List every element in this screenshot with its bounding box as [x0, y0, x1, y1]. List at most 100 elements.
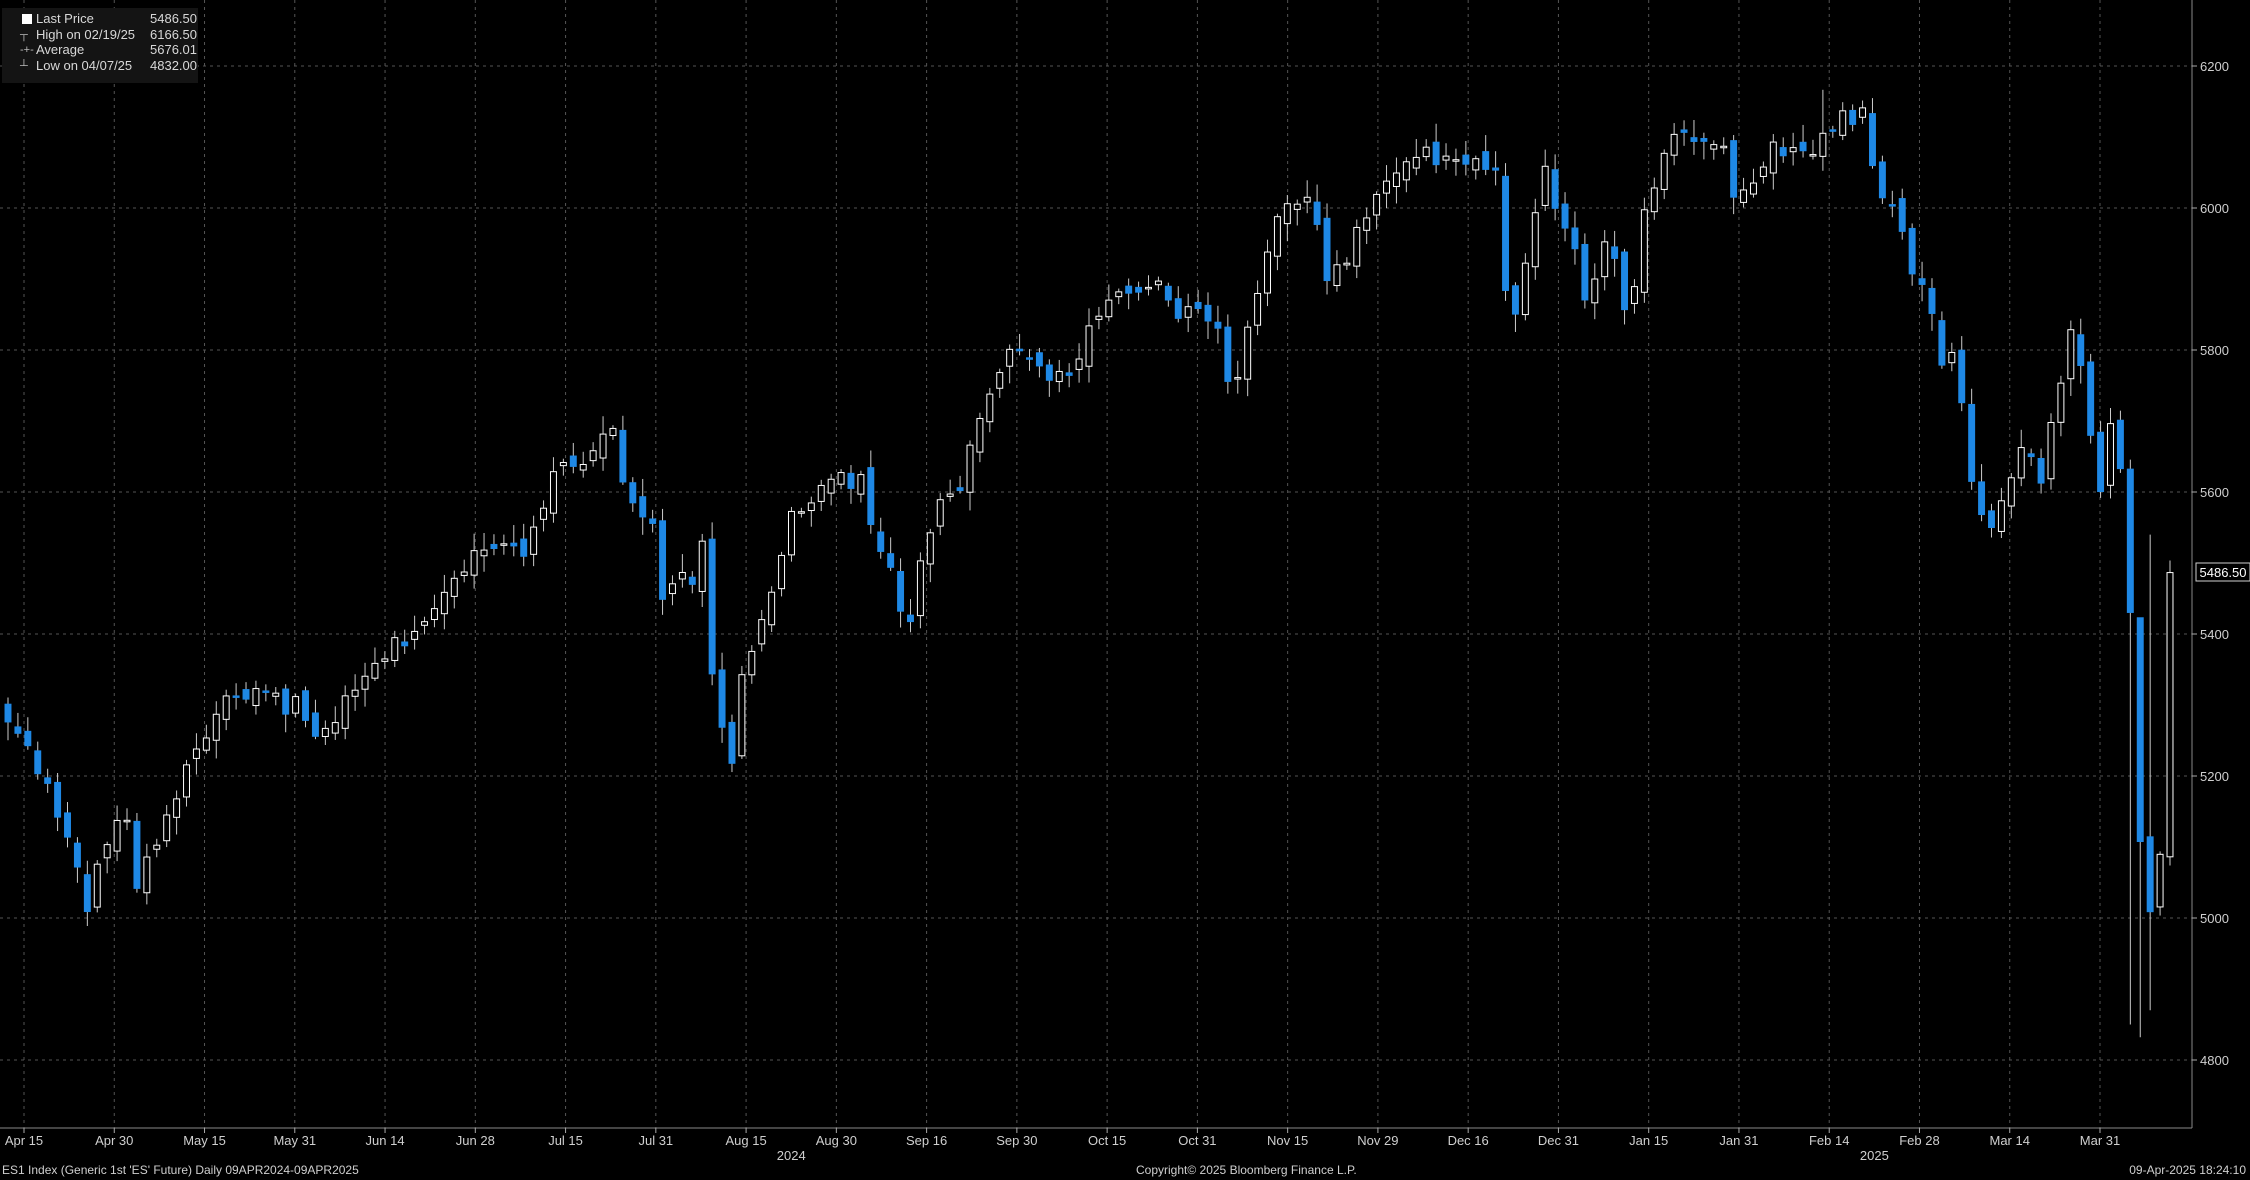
candle-body — [540, 507, 548, 520]
candle-body — [877, 531, 885, 552]
y-tick-label: 6200 — [2200, 59, 2229, 74]
candle-body — [748, 650, 756, 676]
candle — [2077, 318, 2085, 384]
candle — [748, 645, 756, 684]
candle-body — [1363, 217, 1371, 231]
candle-body — [1591, 278, 1599, 304]
candle — [1740, 177, 1748, 208]
candle — [1888, 190, 1896, 218]
candle-body — [1918, 278, 1926, 285]
candle — [401, 629, 409, 655]
candle-body — [659, 520, 667, 600]
candle — [1660, 149, 1668, 200]
candle — [192, 733, 200, 775]
candle — [1571, 211, 1579, 265]
candle-body — [2116, 419, 2124, 470]
candle — [222, 689, 230, 731]
candle — [540, 500, 548, 532]
candle-body — [1740, 189, 1748, 203]
candle — [2007, 473, 2015, 519]
candle — [936, 493, 944, 536]
last-price-tag-text: 5486.50 — [2200, 565, 2247, 580]
candle — [1958, 336, 1966, 412]
candle — [1898, 188, 1906, 240]
candle — [907, 599, 914, 633]
candle-body — [192, 748, 200, 759]
candle — [1154, 276, 1162, 291]
candle — [589, 442, 597, 467]
candle-body — [1928, 287, 1936, 314]
candle-body — [1749, 182, 1757, 195]
x-tick-label: Jan 31 — [1719, 1133, 1758, 1148]
candle-body — [401, 641, 409, 647]
candle — [847, 465, 855, 504]
candle — [1988, 503, 1995, 538]
candle — [1908, 223, 1916, 286]
candle-body — [688, 576, 696, 585]
candle-body — [1888, 204, 1896, 207]
candle — [639, 478, 647, 535]
candle — [1145, 275, 1152, 296]
chart-grid — [0, 0, 2192, 1128]
candle-body — [837, 472, 845, 485]
candle-body — [788, 510, 795, 556]
candle — [1254, 280, 1262, 336]
candle-body — [1601, 241, 1609, 278]
candle-body — [133, 820, 141, 889]
candle — [897, 558, 905, 628]
candle-body — [1045, 364, 1053, 381]
candle — [341, 685, 349, 740]
candle-body — [1194, 301, 1202, 309]
candle — [1085, 308, 1093, 383]
candle — [2136, 617, 2144, 1038]
candle — [1997, 487, 2005, 539]
chart-legend: Last Price 5486.50 ┬ High on 02/19/25 61… — [2, 8, 198, 83]
candle — [1293, 199, 1301, 226]
candle — [857, 470, 865, 503]
candle-body — [321, 727, 329, 738]
candle — [1918, 261, 1926, 302]
candle — [2126, 459, 2134, 1025]
candle-body — [1710, 144, 1718, 150]
candle-body — [1581, 243, 1589, 301]
x-tick-label: Jun 14 — [366, 1133, 405, 1148]
candle-body — [252, 688, 260, 707]
candle — [996, 368, 1004, 398]
candle-body — [758, 619, 766, 645]
candle-body — [2047, 421, 2055, 480]
candle — [430, 594, 438, 628]
candle — [649, 509, 657, 533]
candle-body — [1105, 299, 1113, 318]
candle — [232, 683, 240, 710]
footer-security: ES1 Index (Generic 1st 'ES' Future) Dail… — [2, 1163, 359, 1177]
candle-body — [1402, 161, 1410, 181]
candle — [1432, 123, 1440, 174]
candle-body — [599, 433, 607, 459]
x-tick-label: Feb 14 — [1809, 1133, 1849, 1148]
candle — [788, 506, 795, 562]
candle-body — [143, 856, 151, 894]
candle — [1273, 213, 1281, 271]
candle — [1184, 293, 1192, 333]
candle-body — [73, 842, 81, 868]
candle — [1650, 177, 1658, 220]
candle-body — [1898, 198, 1906, 232]
candle — [1700, 132, 1708, 160]
candle-body — [103, 844, 111, 859]
candle — [1482, 135, 1490, 176]
candle-body — [1968, 403, 1976, 482]
candle — [153, 838, 161, 858]
candle-body — [1472, 158, 1480, 171]
candle-body — [708, 538, 716, 675]
candle-body — [242, 689, 250, 700]
candle-body — [292, 696, 300, 714]
candle-body — [371, 662, 379, 679]
candle-body — [1145, 286, 1152, 290]
candle — [837, 469, 845, 490]
x-tick-label: Oct 15 — [1088, 1133, 1126, 1148]
candlestick-series — [4, 89, 2174, 1038]
candle — [1105, 284, 1113, 322]
x-tick-label: Aug 30 — [816, 1133, 857, 1148]
candle-body — [1184, 306, 1192, 318]
candle — [758, 609, 766, 652]
